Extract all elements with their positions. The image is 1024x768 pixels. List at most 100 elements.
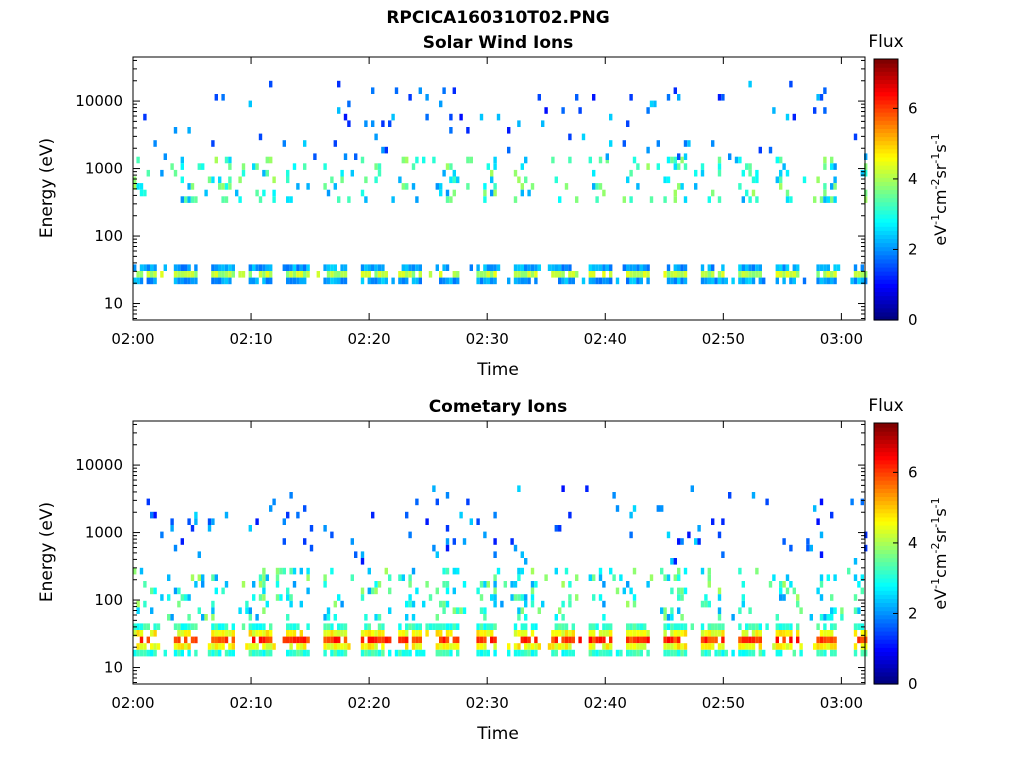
cb1-swatch <box>874 181 898 187</box>
p1-heat-cell <box>439 183 443 190</box>
p1-heat-cell <box>823 189 827 197</box>
p2-heat-cell <box>530 587 535 595</box>
p2-heat-cell <box>143 600 147 608</box>
p2-heat-cell <box>558 630 562 637</box>
p2-heat-cell <box>646 581 650 588</box>
p2-heat-cell <box>779 623 783 630</box>
p2-heat-cell <box>337 623 341 630</box>
p2-heat-cell <box>479 594 484 601</box>
p1-heat-cell <box>228 156 232 164</box>
p2-heat-cell <box>167 594 171 601</box>
p1-heat-cell <box>439 189 443 197</box>
p2-heat-cell <box>153 643 157 650</box>
p2-heat-cell <box>286 587 290 595</box>
p1-heat-cell <box>333 271 337 278</box>
p2-heat-cell <box>833 649 837 657</box>
panel-2-frame <box>132 420 866 685</box>
p1-heat-cell <box>303 140 307 147</box>
p2-heat-cell <box>248 525 252 532</box>
p2-heat-cell <box>354 551 358 558</box>
p2-heat-cell <box>180 594 184 601</box>
p1-heat-cell <box>337 196 341 203</box>
p1-heat-cell <box>544 107 548 114</box>
p2-heat-cell <box>418 623 422 630</box>
p1-heat-cell <box>694 183 698 190</box>
p2-heat-cell <box>513 581 518 588</box>
p2-heat-cell <box>360 649 365 657</box>
p1-heat-cell <box>187 277 191 285</box>
p2-heat-cell <box>554 525 558 532</box>
p1-heat-cell <box>173 127 178 134</box>
p1-heat-cell <box>377 169 382 177</box>
p2-heat-cell <box>680 643 684 650</box>
p2-heat-cell <box>816 636 820 644</box>
p2-heat-cell <box>445 636 450 644</box>
p2-heat-cell <box>340 600 344 608</box>
p2-heat-cell <box>224 511 229 519</box>
p1-heat-cell <box>853 271 858 278</box>
p1-heat-cell <box>377 271 382 278</box>
p1-heat-cell <box>469 264 473 271</box>
cb2-swatch <box>874 431 898 436</box>
p1-heat-cell <box>228 163 232 170</box>
p1-heat-cell <box>255 264 259 271</box>
p2-heat-cell <box>605 630 609 637</box>
p2-heat-cell <box>292 623 297 630</box>
p2-heat-cell <box>663 614 667 621</box>
p1-heat-cell <box>241 271 246 278</box>
p1-heat-cell <box>286 196 290 203</box>
p1-heat-cell <box>323 183 327 190</box>
p1-heat-cell <box>428 271 433 278</box>
p2-heat-cell <box>170 614 174 621</box>
p1-heat-cell <box>347 120 351 127</box>
p1-heat-cell <box>303 271 307 278</box>
p1-heat-cell <box>381 277 385 285</box>
p2-heat-cell <box>405 643 409 650</box>
p2-heat-cell <box>333 614 337 621</box>
cb2-swatch <box>874 639 898 644</box>
p1-heat-cell <box>435 183 439 190</box>
p2-heat-cell <box>143 643 147 650</box>
p2-heat-cell <box>721 623 725 630</box>
p1-heat-cell <box>136 183 140 190</box>
p2-heat-cell <box>184 623 188 630</box>
p1-heat-cell <box>588 271 592 278</box>
p1-heat-cell <box>738 264 742 271</box>
p2-heat-cell <box>513 594 518 601</box>
p2-heat-cell <box>738 636 742 644</box>
p1-heat-cell <box>666 264 671 271</box>
p1-heat-cell <box>415 196 419 203</box>
p2-heat-cell <box>411 623 416 630</box>
p1-heat-cell <box>646 146 650 154</box>
p2-heat-cell <box>252 623 256 630</box>
p2-heat-cell <box>286 636 290 644</box>
p2-heat-cell <box>479 607 484 614</box>
p2-heat-cell <box>262 643 266 650</box>
p2-heat-cell <box>520 594 524 601</box>
p2-heat-cell <box>241 623 246 630</box>
p1-heat-cell <box>350 169 354 177</box>
p2-heat-cell <box>303 649 307 657</box>
p2-heat-cell <box>632 623 637 630</box>
p1-heat-cell <box>364 271 368 278</box>
p1-heat-cell <box>347 196 351 203</box>
p2-heat-cell <box>663 649 667 657</box>
p2-heat-cell <box>816 649 820 657</box>
p2-heat-cell <box>163 649 167 657</box>
cb1-swatch <box>874 295 898 301</box>
p2-heat-cell <box>796 630 800 637</box>
p2-heat-cell <box>840 614 844 621</box>
p1-heat-cell <box>745 264 749 271</box>
p1-heat-cell <box>575 94 579 101</box>
p2-heat-cell <box>840 607 844 614</box>
p2-heat-cell <box>632 567 637 575</box>
p1-heat-cell <box>425 94 429 101</box>
p2-heat-cell <box>439 649 443 657</box>
p1-heat-cell <box>850 277 854 285</box>
p2-heat-cell <box>173 623 178 630</box>
p2-heat-cell <box>636 643 640 650</box>
p1-heat-cell <box>530 264 535 271</box>
p2-heat-cell <box>857 636 861 644</box>
p1-heat-cell <box>371 264 375 271</box>
p2-heat-cell <box>796 623 800 630</box>
